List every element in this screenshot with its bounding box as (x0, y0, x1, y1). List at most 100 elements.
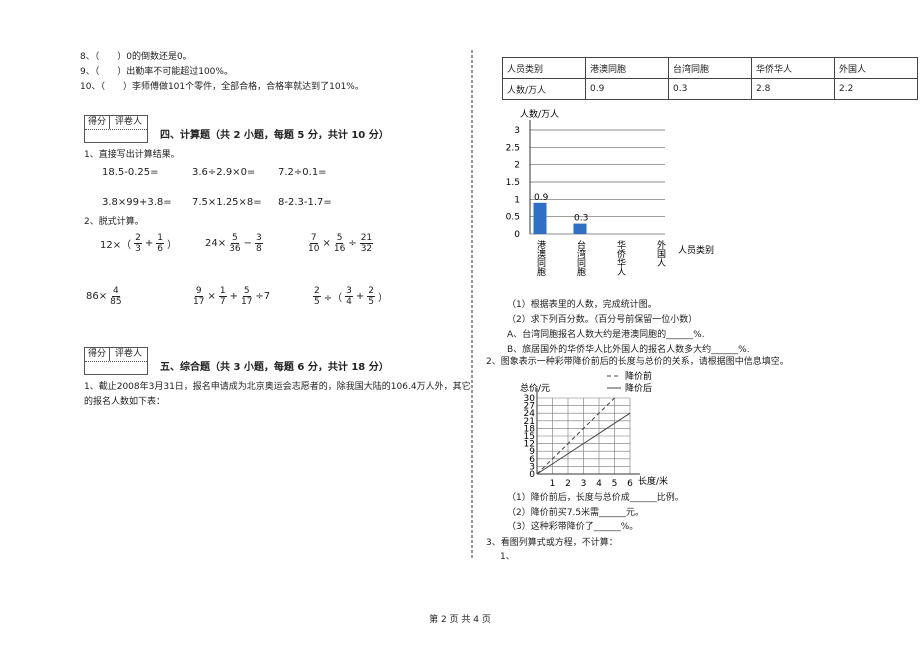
numerator: 5 (230, 233, 239, 244)
question: 2、脱式计算。 (84, 217, 144, 227)
y-tick-label: 3 (514, 126, 520, 136)
table-cell: 0.9 (585, 78, 669, 100)
denominator: 5 (314, 297, 320, 307)
denominator: 17 (240, 297, 253, 307)
x-tick-label: 台湾同胞 (575, 239, 586, 277)
calc-item: 7.5×1.25×8= (192, 197, 262, 208)
x-tick-label: 外国人 (655, 239, 666, 267)
table-cell: 台湾同胞 (668, 57, 752, 79)
numerator: 9 (194, 286, 203, 297)
operator: ÷7 (255, 291, 271, 302)
question: B、旅居国外的华侨华人比外国人的报名人数多大约______%. (507, 345, 750, 355)
operator: × (207, 291, 216, 302)
bar (533, 202, 547, 234)
table-cell: 2.2 (834, 78, 918, 100)
table-cell: 外国人 (834, 57, 918, 79)
numerator: 1 (218, 286, 227, 297)
expression: 2 5 ÷（ 3 4 +2 5） (313, 286, 388, 307)
numerator: 5 (242, 286, 251, 297)
y-tick-label: 9 (529, 447, 535, 457)
expression: 12×（ 2 3 +1 6） (100, 233, 177, 254)
operator: + (355, 291, 365, 302)
numerator: 2 (313, 286, 321, 297)
question: 1、 (500, 552, 515, 562)
numerator: 3 (345, 286, 353, 297)
fraction: 5 17 (241, 286, 252, 307)
y-tick-label: 12 (524, 440, 535, 450)
y-tick-label: 0 (514, 230, 520, 240)
question: （1）降价前后，长度与总价成______比例。 (507, 493, 684, 503)
denominator: 85 (110, 297, 122, 307)
x-tick-label: 2 (565, 479, 571, 489)
denominator: 36 (229, 244, 241, 254)
numerator: 1 (156, 233, 164, 244)
question: 8、（ ）0的倒数还是0。 (80, 52, 192, 62)
x-tick-label: 华侨华人 (615, 239, 626, 276)
score-box: 得分 评卷人 (84, 347, 148, 375)
score-box: 得分 评卷人 (84, 115, 148, 143)
x-tick-label: 1 (550, 479, 556, 489)
table-cell: 2.8 (751, 78, 835, 100)
denominator: 17 (193, 297, 205, 307)
y-tick-label: 27 (524, 402, 535, 412)
y-tick-label: 21 (524, 417, 535, 427)
y-tick-label: 2 (514, 161, 520, 171)
denominator: 16 (333, 244, 346, 254)
grader-label: 评卷人 (114, 117, 142, 127)
y-tick-label: 6 (529, 455, 535, 465)
table-row: 人员类别 港澳同胞 台湾同胞 华侨华人 外国人 (502, 57, 918, 79)
denominator: 3 (135, 244, 141, 254)
operator: 12×（ (100, 240, 132, 251)
operator: + (144, 238, 154, 249)
denominator: 8 (255, 244, 262, 254)
calc-item: 8-2.3-1.7= (278, 197, 332, 208)
question: （2）求下列百分数。（百分号前保留一位小数） (507, 315, 698, 325)
score-label: 得分 (85, 116, 110, 129)
x-tick-label: 4 (596, 479, 602, 489)
question: 的报名人数如下表： (84, 397, 166, 407)
question: 1、截止2008年3月31日，报名申请成为北京奥运会志愿者的，除我国大陆的106… (84, 382, 471, 392)
operator: + (229, 291, 238, 302)
table-cell: 0.3 (668, 78, 752, 100)
section-heading: 四、计算题（共 2 小题，每题 5 分，共计 10 分） (160, 130, 389, 141)
operator: 86× (86, 291, 108, 302)
question: 10、（ ）李师傅做101个零件，全部合格，合格率就达到了101%。 (80, 82, 364, 92)
expression: 9 17 × 1 7 +5 17 ÷7 (193, 286, 270, 307)
question: （1）根据表里的人数，完成统计图。 (507, 300, 657, 310)
y-tick-label: 1.5 (506, 178, 520, 188)
calc-item: 18.5-0.25= (102, 167, 159, 178)
grader-label: 评卷人 (114, 349, 142, 359)
denominator: 32 (360, 244, 373, 254)
table-cell: 华侨华人 (751, 57, 835, 79)
x-axis-label: 长度/米 (638, 475, 668, 487)
legend-label: 降价后 (625, 382, 652, 394)
score-label: 得分 (85, 348, 110, 361)
question: 2、图象表示一种彩带降价前后的长度与总价的关系，请根据图中信息填空。 (486, 357, 789, 367)
table-cell: 人数/万人 (502, 78, 586, 100)
bar (573, 223, 587, 234)
y-axis-label: 总价/元 (520, 382, 550, 394)
question: 1、直接写出计算结果。 (84, 150, 180, 160)
data-label: 0.9 (534, 193, 549, 203)
operator: ÷（ (323, 293, 343, 304)
y-tick-label: 0.5 (506, 213, 520, 223)
y-tick-label: 24 (524, 409, 536, 419)
x-tick-label: 6 (627, 479, 633, 489)
legend-label: 降价前 (625, 370, 652, 382)
operator: − (243, 238, 252, 249)
operator: × (322, 238, 331, 249)
question: 9、（ ）出勤率不可能超过100%。 (80, 67, 233, 77)
data-table: 人员类别 港澳同胞 台湾同胞 华侨华人 外国人 人数/万人 0.9 0.3 2.8 2.2 (502, 57, 918, 100)
question: A、台湾同胞报名人数大约是港澳同胞的______%. (507, 330, 705, 340)
fraction: 9 17 (193, 286, 204, 307)
calc-item: 7.2÷0.1= (278, 167, 327, 178)
table-row: 人数/万人 0.9 0.3 2.8 2.2 (502, 78, 918, 100)
line (536, 412, 631, 475)
fraction: 7 10 (308, 233, 319, 254)
fraction: 4 85 (110, 286, 121, 307)
